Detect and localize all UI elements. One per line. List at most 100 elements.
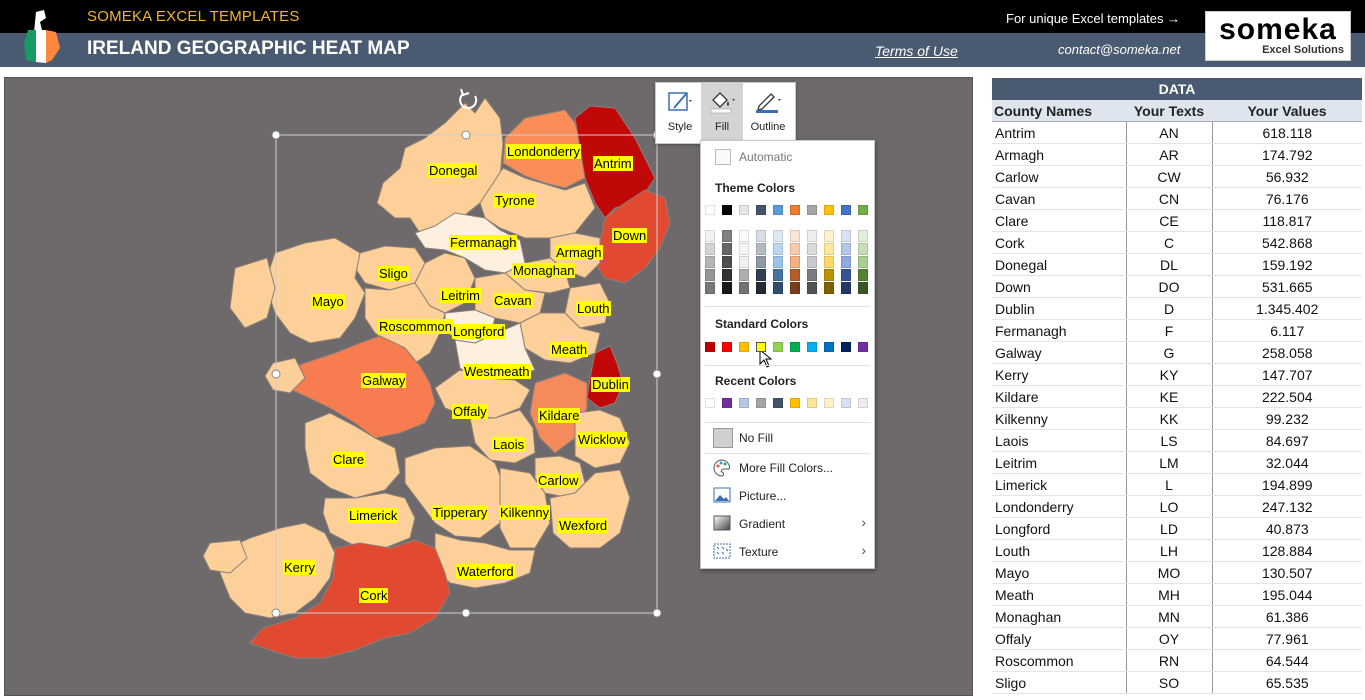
table-row[interactable]: Fermanagh F 6.117 [992, 319, 1362, 342]
county-name-cell[interactable]: Carlow [992, 165, 1126, 188]
county-name-cell[interactable]: Clare [992, 209, 1126, 232]
standard-color-swatch[interactable] [841, 342, 851, 352]
text-cell[interactable]: LD [1125, 517, 1213, 540]
county-name-cell[interactable]: Kilkenny [992, 407, 1126, 430]
fill-button[interactable]: Fill [701, 83, 743, 141]
county-name-cell[interactable]: Louth [992, 539, 1126, 562]
county-name-cell[interactable]: Kildare [992, 385, 1126, 408]
theme-color-shade-swatch[interactable] [739, 256, 749, 268]
table-row[interactable]: Laois LS 84.697 [992, 429, 1362, 452]
theme-color-shade-swatch[interactable] [756, 269, 766, 281]
theme-color-shade-swatch[interactable] [790, 243, 800, 255]
theme-color-shade-swatch[interactable] [807, 256, 817, 268]
theme-color-shade-swatch[interactable] [824, 243, 834, 255]
county-name-cell[interactable]: Mayo [992, 561, 1126, 584]
contact-email-link[interactable]: contact@someka.net [1058, 42, 1181, 57]
more-fill-colors-option[interactable]: More Fill Colors... [739, 461, 834, 475]
theme-color-shade-swatch[interactable] [824, 230, 834, 242]
value-cell[interactable]: 531.665 [1212, 275, 1362, 298]
county-name-cell[interactable]: Sligo [992, 671, 1126, 694]
standard-color-swatch[interactable] [773, 342, 783, 352]
text-cell[interactable]: AR [1125, 143, 1213, 166]
value-cell[interactable]: 40.873 [1212, 517, 1362, 540]
text-cell[interactable]: OY [1125, 627, 1213, 650]
county-name-cell[interactable]: Antrim [992, 121, 1126, 144]
theme-color-shade-swatch[interactable] [858, 243, 868, 255]
gradient-option[interactable]: Gradient [739, 517, 786, 531]
table-row[interactable]: Carlow CW 56.932 [992, 165, 1362, 188]
unique-templates-link[interactable]: For unique Excel templates → [1006, 11, 1181, 26]
county-name-cell[interactable]: Galway [992, 341, 1126, 364]
table-row[interactable]: Limerick L 194.899 [992, 473, 1362, 496]
value-cell[interactable]: 32.044 [1212, 451, 1362, 474]
text-cell[interactable]: G [1125, 341, 1213, 364]
text-cell[interactable]: MH [1125, 583, 1213, 606]
value-cell[interactable]: 147.707 [1212, 363, 1362, 386]
standard-color-swatch[interactable] [807, 342, 817, 352]
theme-color-shade-swatch[interactable] [824, 282, 834, 294]
text-cell[interactable]: KE [1125, 385, 1213, 408]
text-cell[interactable]: DO [1125, 275, 1213, 298]
county-name-cell[interactable]: Dublin [992, 297, 1126, 320]
no-fill-option[interactable]: No Fill [739, 431, 774, 445]
table-row[interactable]: Antrim AN 618.118 [992, 121, 1362, 144]
county-name-cell[interactable]: Kerry [992, 363, 1126, 386]
theme-color-shade-swatch[interactable] [722, 243, 732, 255]
table-row[interactable]: Meath MH 195.044 [992, 583, 1362, 606]
table-row[interactable]: Londonderry LO 247.132 [992, 495, 1362, 518]
standard-color-swatch[interactable] [756, 342, 766, 352]
theme-color-shade-swatch[interactable] [790, 256, 800, 268]
table-row[interactable]: Louth LH 128.884 [992, 539, 1362, 562]
county-name-cell[interactable]: Cork [992, 231, 1126, 254]
theme-color-shade-swatch[interactable] [756, 256, 766, 268]
value-cell[interactable]: 1.345.402 [1212, 297, 1362, 320]
value-cell[interactable]: 84.697 [1212, 429, 1362, 452]
value-cell[interactable]: 76.176 [1212, 187, 1362, 210]
table-row[interactable]: Sligo SO 65.535 [992, 671, 1362, 694]
theme-color-shade-swatch[interactable] [858, 282, 868, 294]
value-cell[interactable]: 56.932 [1212, 165, 1362, 188]
county-name-cell[interactable]: Laois [992, 429, 1126, 452]
theme-color-shade-swatch[interactable] [756, 243, 766, 255]
value-cell[interactable]: 195.044 [1212, 583, 1362, 606]
theme-color-swatch[interactable] [756, 205, 766, 215]
theme-color-swatch[interactable] [739, 205, 749, 215]
recent-color-swatch[interactable] [858, 398, 868, 408]
recent-color-swatch[interactable] [824, 398, 834, 408]
theme-color-shade-swatch[interactable] [807, 269, 817, 281]
value-cell[interactable]: 194.899 [1212, 473, 1362, 496]
table-row[interactable]: Cork C 542.868 [992, 231, 1362, 254]
text-cell[interactable]: SO [1125, 671, 1213, 694]
county-name-cell[interactable]: Monaghan [992, 605, 1126, 628]
text-cell[interactable]: MO [1125, 561, 1213, 584]
county-name-cell[interactable]: Offaly [992, 627, 1126, 650]
theme-color-shade-swatch[interactable] [739, 269, 749, 281]
recent-color-swatch[interactable] [739, 398, 749, 408]
theme-color-shade-swatch[interactable] [773, 282, 783, 294]
theme-color-shade-swatch[interactable] [807, 230, 817, 242]
county-name-cell[interactable]: Longford [992, 517, 1126, 540]
text-cell[interactable]: KK [1125, 407, 1213, 430]
table-row[interactable]: Mayo MO 130.507 [992, 561, 1362, 584]
table-row[interactable]: Longford LD 40.873 [992, 517, 1362, 540]
recent-color-swatch[interactable] [841, 398, 851, 408]
theme-color-shade-swatch[interactable] [807, 243, 817, 255]
terms-of-use-link[interactable]: Terms of Use [875, 43, 958, 59]
table-row[interactable]: Offaly OY 77.961 [992, 627, 1362, 650]
text-cell[interactable]: LO [1125, 495, 1213, 518]
table-row[interactable]: Galway G 258.058 [992, 341, 1362, 364]
recent-color-swatch[interactable] [756, 398, 766, 408]
county-name-cell[interactable]: Donegal [992, 253, 1126, 276]
ireland-map[interactable] [5, 78, 972, 695]
value-cell[interactable]: 65.535 [1212, 671, 1362, 694]
value-cell[interactable]: 618.118 [1212, 121, 1362, 144]
text-cell[interactable]: CN [1125, 187, 1213, 210]
value-cell[interactable]: 61.386 [1212, 605, 1362, 628]
theme-color-shade-swatch[interactable] [756, 282, 766, 294]
value-cell[interactable]: 174.792 [1212, 143, 1362, 166]
text-cell[interactable]: LS [1125, 429, 1213, 452]
text-cell[interactable]: C [1125, 231, 1213, 254]
county-name-cell[interactable]: Fermanagh [992, 319, 1126, 342]
value-cell[interactable]: 159.192 [1212, 253, 1362, 276]
text-cell[interactable]: CE [1125, 209, 1213, 232]
